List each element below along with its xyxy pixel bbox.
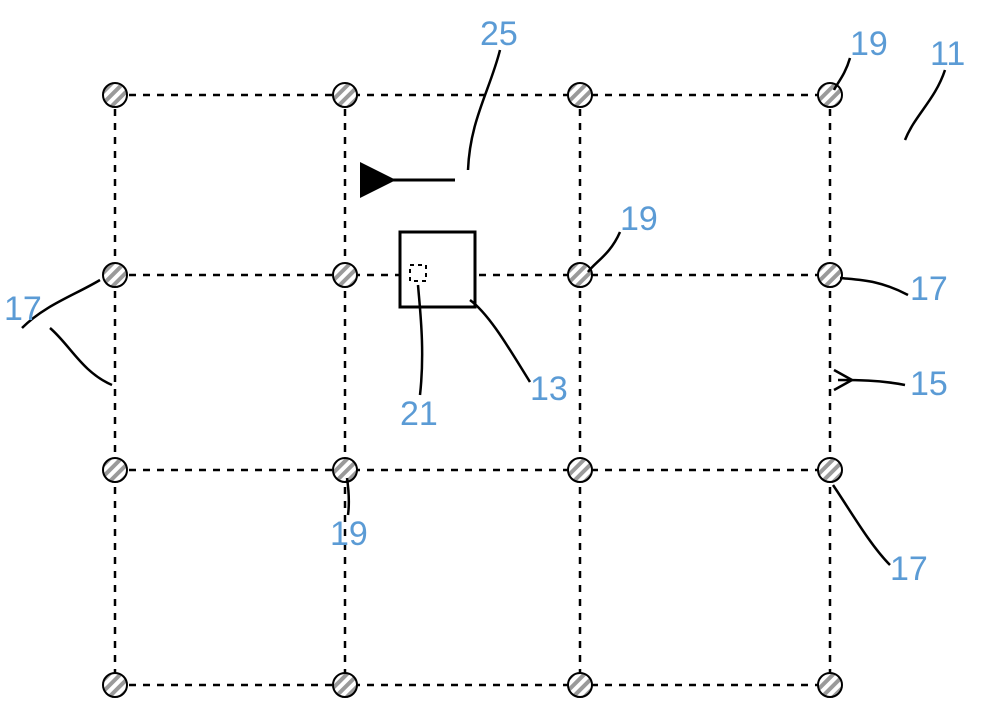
leader-lines (22, 50, 945, 565)
label-21: 21 (400, 395, 438, 433)
label-17b: 17 (910, 270, 948, 308)
diagram-canvas: 11 13 15 21 25 19 19 17 17 19 17 (0, 0, 1000, 723)
center-square (400, 232, 475, 307)
label-15: 15 (910, 365, 948, 403)
label-25: 25 (480, 15, 518, 53)
label-19b: 19 (620, 200, 658, 238)
label-19a: 19 (850, 25, 888, 63)
label-17a: 17 (4, 290, 42, 328)
label-17c: 17 (890, 550, 928, 588)
label-13: 13 (530, 370, 568, 408)
grid-edges (115, 95, 830, 685)
grid-nodes (103, 83, 842, 697)
label-19c: 19 (330, 515, 368, 553)
label-11: 11 (930, 35, 965, 73)
